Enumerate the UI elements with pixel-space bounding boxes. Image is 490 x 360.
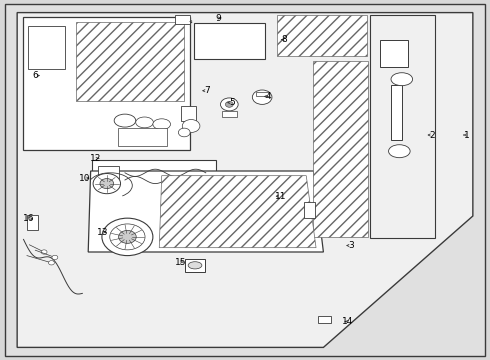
Circle shape xyxy=(100,179,114,189)
Bar xyxy=(185,259,205,272)
Polygon shape xyxy=(92,160,216,198)
Text: 3: 3 xyxy=(348,241,354,250)
Bar xyxy=(391,85,402,140)
Ellipse shape xyxy=(114,114,136,127)
Bar xyxy=(256,92,269,96)
Text: 6: 6 xyxy=(32,71,38,80)
Circle shape xyxy=(110,224,145,250)
Bar xyxy=(304,202,315,218)
Circle shape xyxy=(182,120,200,132)
Circle shape xyxy=(41,250,47,254)
Bar xyxy=(380,40,408,67)
Ellipse shape xyxy=(153,119,171,130)
Text: 1: 1 xyxy=(464,131,469,140)
Circle shape xyxy=(93,174,121,194)
Ellipse shape xyxy=(391,73,413,86)
Polygon shape xyxy=(5,4,485,356)
Bar xyxy=(98,166,119,186)
Ellipse shape xyxy=(188,262,202,269)
Text: 10: 10 xyxy=(78,174,90,183)
Polygon shape xyxy=(88,171,323,252)
Bar xyxy=(222,111,237,117)
Polygon shape xyxy=(76,22,184,101)
Bar xyxy=(194,23,265,59)
Circle shape xyxy=(119,230,136,243)
Bar xyxy=(118,128,167,146)
Text: 4: 4 xyxy=(266,92,271,101)
Circle shape xyxy=(252,90,272,104)
Bar xyxy=(181,106,196,121)
Bar xyxy=(28,26,65,69)
Polygon shape xyxy=(370,15,435,238)
Polygon shape xyxy=(277,15,367,56)
Text: 11: 11 xyxy=(274,192,286,201)
Polygon shape xyxy=(159,176,316,248)
Text: 12: 12 xyxy=(90,154,102,163)
Polygon shape xyxy=(313,61,368,237)
Text: 16: 16 xyxy=(23,215,34,223)
Circle shape xyxy=(49,261,54,265)
Bar xyxy=(27,215,38,230)
Circle shape xyxy=(178,128,190,137)
Text: 13: 13 xyxy=(97,228,109,237)
Circle shape xyxy=(225,102,233,107)
Text: 2: 2 xyxy=(429,131,435,140)
Ellipse shape xyxy=(136,117,153,128)
Text: 5: 5 xyxy=(229,98,235,107)
Text: 7: 7 xyxy=(204,86,210,95)
Circle shape xyxy=(220,98,238,111)
Ellipse shape xyxy=(389,145,410,158)
Circle shape xyxy=(52,255,58,260)
Text: 15: 15 xyxy=(174,258,186,266)
Text: 8: 8 xyxy=(281,35,287,44)
Bar xyxy=(175,15,190,24)
Circle shape xyxy=(102,218,153,256)
Text: 9: 9 xyxy=(215,14,221,23)
Polygon shape xyxy=(23,17,190,150)
Text: 14: 14 xyxy=(342,317,354,326)
Polygon shape xyxy=(17,13,473,347)
Bar xyxy=(318,316,331,323)
